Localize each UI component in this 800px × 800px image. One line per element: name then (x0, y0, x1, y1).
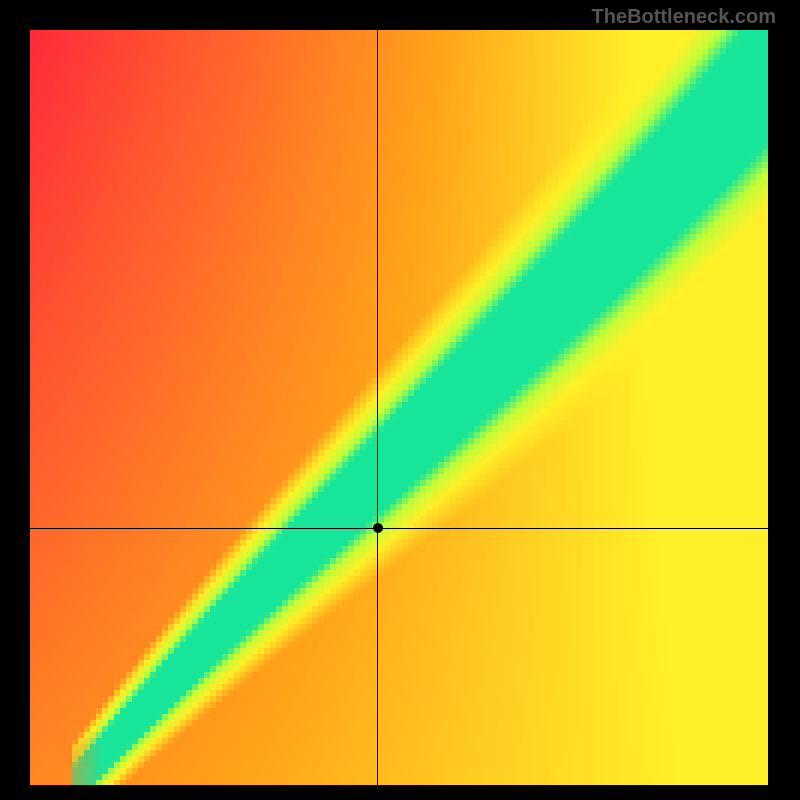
chart-container: TheBottleneck.com (0, 0, 800, 800)
heatmap-canvas (30, 30, 770, 785)
crosshair-vertical (377, 30, 378, 785)
watermark-label: TheBottleneck.com (592, 6, 776, 29)
crosshair-horizontal (30, 528, 770, 529)
heatmap-plot (30, 30, 770, 785)
